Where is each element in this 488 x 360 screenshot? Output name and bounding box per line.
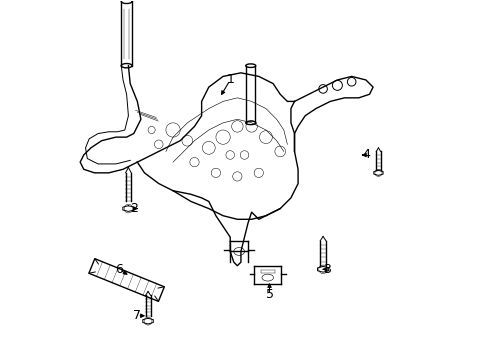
- Text: 3: 3: [322, 263, 330, 276]
- Text: 2: 2: [129, 202, 138, 215]
- Text: 5: 5: [265, 288, 273, 301]
- Text: 7: 7: [133, 309, 141, 322]
- Text: 4: 4: [361, 148, 369, 162]
- Text: 1: 1: [226, 73, 234, 86]
- Text: 6: 6: [115, 263, 123, 276]
